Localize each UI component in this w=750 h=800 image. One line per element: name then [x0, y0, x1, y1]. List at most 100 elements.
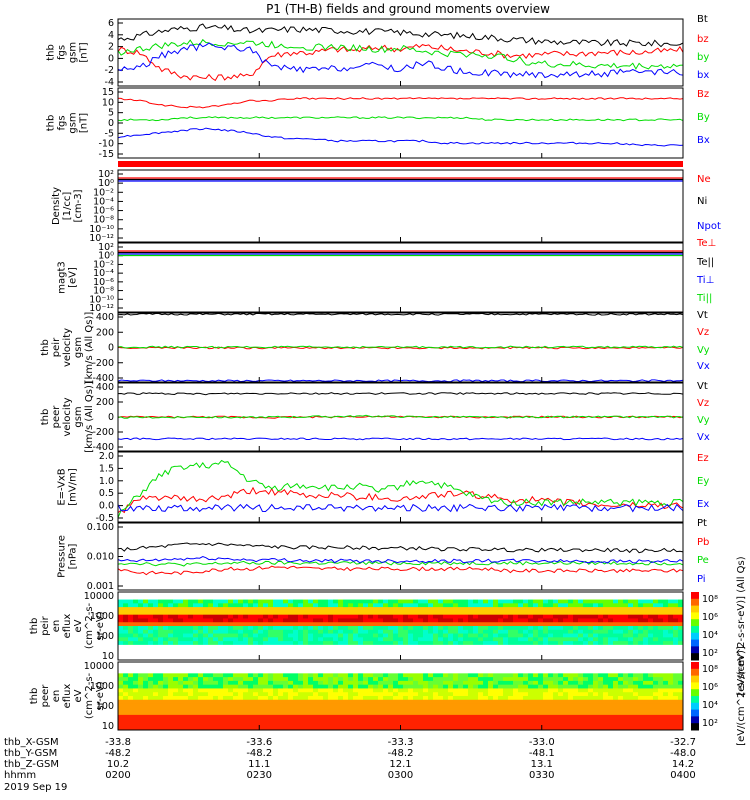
heatmap-cell [618, 614, 624, 619]
heatmap-cell [363, 662, 369, 667]
heatmap-cell [603, 680, 609, 686]
heatmap-cell [298, 648, 304, 653]
heatmap-cell [653, 692, 659, 697]
heatmap-cell [483, 641, 489, 646]
heatmap-cell [433, 718, 439, 723]
heatmap-cell [363, 648, 369, 653]
heatmap-cell [413, 648, 419, 653]
heatmap-cell [663, 607, 669, 612]
heatmap-cell [353, 703, 359, 708]
heatmap-cell [268, 595, 274, 601]
heatmap-cell [353, 711, 359, 716]
heatmap-cell [273, 610, 279, 616]
heatmap-cell [228, 626, 234, 631]
heatmap-cell [283, 677, 289, 682]
heatmap-cell [603, 677, 609, 682]
heatmap-cell [173, 603, 179, 608]
heatmap-cell [413, 688, 419, 693]
heatmap-cell [583, 684, 589, 689]
heatmap-cell [243, 603, 249, 608]
heatmap-cell [173, 696, 179, 701]
heatmap-cell [218, 599, 224, 604]
heatmap-cell [118, 718, 124, 723]
heatmap-cell [593, 622, 599, 627]
heatmap-cell [228, 718, 234, 723]
heatmap-cell [163, 656, 169, 661]
heatmap-cell [258, 673, 264, 678]
heatmap-cell [673, 662, 679, 667]
heatmap-cell [498, 699, 504, 705]
heatmap-cell [528, 633, 534, 638]
heatmap-cell [423, 673, 429, 678]
heatmap-cell [503, 692, 509, 697]
heatmap-cell [238, 614, 244, 619]
heatmap-cell [273, 622, 279, 627]
heatmap-cell [213, 626, 219, 631]
y-tick-label: 10 [102, 97, 114, 108]
colorbar-swatch [691, 598, 699, 607]
heatmap-cell [473, 711, 479, 716]
heatmap-cell [158, 648, 164, 653]
heatmap-cell [283, 622, 289, 627]
heatmap-cell [163, 629, 169, 635]
heatmap-cell [348, 603, 354, 608]
heatmap-cell [433, 669, 439, 674]
heatmap-cell [308, 637, 314, 642]
heatmap-cell [558, 696, 564, 701]
heatmap-cell [333, 703, 339, 708]
heatmap-cell [128, 692, 134, 697]
heatmap-cell [518, 641, 524, 646]
heatmap-cell [643, 699, 649, 705]
heatmap-cell [148, 707, 154, 712]
heatmap-cell [123, 633, 129, 638]
heatmap-cell [268, 644, 274, 650]
heatmap-cell [513, 726, 519, 731]
series-line-Ey [117, 459, 684, 518]
heatmap-cell [418, 603, 424, 608]
heatmap-cell [353, 662, 359, 667]
heatmap-cell [583, 633, 589, 638]
heatmap-cell [183, 688, 189, 693]
heatmap-cell [358, 677, 364, 682]
heatmap-cell [498, 692, 504, 697]
heatmap-cell [563, 637, 569, 642]
heatmap-cell [523, 603, 529, 608]
heatmap-cell [468, 607, 474, 612]
heatmap-cell [268, 599, 274, 604]
ephem-value: -48.2 [246, 748, 272, 759]
ephem-value: -33.3 [388, 737, 414, 748]
heatmap-cell [583, 692, 589, 697]
heatmap-cell [343, 718, 349, 723]
heatmap-cell [158, 714, 164, 720]
heatmap-cell [343, 711, 349, 716]
heatmap-cell [443, 641, 449, 646]
heatmap-cell [168, 641, 174, 646]
heatmap-cell [183, 637, 189, 642]
heatmap-cell [263, 711, 269, 716]
heatmap-cell [638, 618, 644, 623]
heatmap-cell [578, 673, 584, 678]
heatmap-cell [518, 656, 524, 661]
heatmap-cell [293, 699, 299, 705]
heatmap-cell [198, 607, 204, 612]
heatmap-cell [153, 711, 159, 716]
heatmap-cell [453, 673, 459, 678]
heatmap-cell [263, 726, 269, 731]
heatmap-cell [513, 652, 519, 657]
heatmap-cell [673, 722, 679, 727]
heatmap-cell [533, 641, 539, 646]
heatmap-cell [123, 703, 129, 708]
heatmap-cell [378, 677, 384, 682]
heatmap-cell [143, 707, 149, 712]
heatmap-cell [143, 669, 149, 674]
heatmap-cell [523, 673, 529, 678]
ephem-label: thb_Z-GSM [4, 759, 59, 770]
heatmap-cell [243, 641, 249, 646]
heatmap-cell [253, 626, 259, 631]
heatmap-cell [583, 641, 589, 646]
heatmap-cell [548, 622, 554, 627]
heatmap-cell [623, 665, 629, 671]
heatmap-cell [218, 703, 224, 708]
heatmap-cell [308, 684, 314, 689]
heatmap-cell [613, 677, 619, 682]
